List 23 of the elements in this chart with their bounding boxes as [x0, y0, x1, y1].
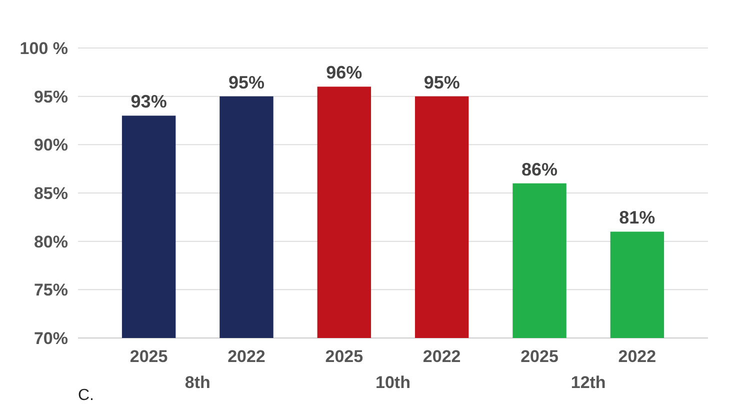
data-label: 96%	[326, 62, 362, 83]
data-label: 93%	[130, 92, 167, 112]
data-label: 95%	[424, 72, 460, 92]
y-tick-label: 75%	[34, 280, 68, 300]
x-tick-label: 2025	[520, 347, 558, 366]
data-label: 81%	[619, 208, 656, 228]
y-tick-label: 95%	[34, 87, 68, 106]
data-label: 95%	[228, 72, 265, 92]
text: 8th	[184, 373, 210, 392]
y-tick-label: 80%	[34, 232, 68, 252]
text: 10th	[376, 373, 410, 392]
data-label: 86%	[521, 159, 558, 180]
x-tick-label: 2022	[422, 347, 461, 366]
y-tick-label: 90%	[34, 136, 68, 155]
y-tick-label: 100 %	[20, 38, 68, 58]
text: C.	[78, 387, 94, 404]
y-tick-label: 85%	[34, 184, 68, 203]
x-tick-label: 2022	[618, 347, 656, 366]
text: 12th	[570, 373, 606, 392]
y-tick-label: 70%	[34, 328, 68, 348]
x-tick-label: 2025	[325, 347, 364, 366]
x-tick-label: 2025	[130, 347, 168, 366]
x-tick-label: 2022	[228, 347, 266, 366]
